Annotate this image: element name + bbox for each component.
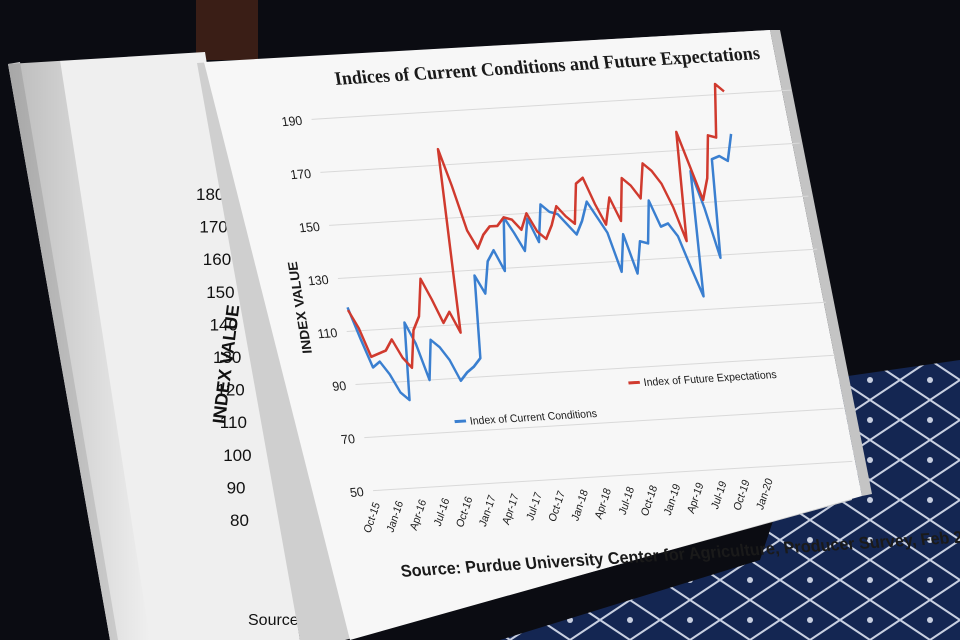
y-tick-label: 90	[331, 379, 347, 394]
grid-line	[329, 195, 809, 226]
back-board-source: Source:	[248, 612, 303, 629]
grid-line	[364, 407, 844, 439]
back-board-tick-label: 110	[220, 413, 247, 432]
series-lines	[346, 82, 733, 402]
back-board-tick-label: 130	[213, 348, 241, 367]
y-tick-label: 170	[289, 167, 312, 182]
back-board-tick-label: 140	[210, 315, 238, 334]
grid-line	[320, 142, 800, 173]
series-line-future-expectations	[346, 82, 725, 370]
legend-swatch-future	[628, 380, 641, 385]
back-board-tick-label: 80	[230, 511, 249, 530]
series-line-current-conditions	[346, 133, 733, 402]
grid-line	[337, 248, 818, 279]
back-board-tick-label: 150	[206, 283, 234, 302]
back-board-tick-label: 170	[199, 218, 227, 237]
grid-line	[372, 460, 853, 492]
grid-line	[355, 354, 835, 386]
back-board-tick-label: 90	[227, 478, 246, 497]
legend-swatch-current	[454, 419, 467, 424]
y-axis-ticks: 50 70 90 110 130 150 170 190	[281, 114, 365, 500]
back-board-shade	[8, 60, 150, 640]
chart-grid	[311, 89, 853, 492]
y-tick-label: 70	[340, 432, 356, 447]
back-board-tick-label: 160	[203, 250, 231, 269]
y-tick-label: 110	[317, 326, 339, 341]
grid-line	[311, 89, 791, 120]
grid-line	[346, 301, 827, 332]
back-board-tick-label: 120	[216, 381, 244, 400]
y-tick-label: 130	[307, 273, 330, 288]
front-board-right-edge	[770, 30, 872, 496]
back-board-axis: 180 170 160 150 140 130 120 110 100 90 80	[196, 185, 252, 530]
y-tick-label: 150	[298, 220, 321, 235]
wood-post	[196, 0, 258, 60]
y-tick-label: 50	[349, 485, 365, 500]
y-tick-label: 190	[281, 114, 304, 129]
back-board-tick-label: 180	[196, 185, 224, 204]
back-board-tick-label: 100	[223, 446, 251, 465]
